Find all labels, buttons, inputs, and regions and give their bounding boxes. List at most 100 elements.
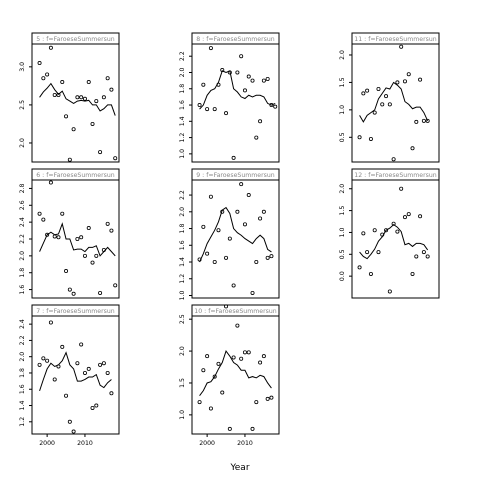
data-point [75, 95, 80, 100]
data-point [105, 76, 110, 81]
data-point [109, 87, 114, 92]
y-tick-label: 1.4 [19, 401, 26, 411]
data-point [67, 419, 72, 424]
data-point [265, 76, 270, 81]
data-point [212, 374, 217, 379]
y-tick-label: 1.4 [179, 257, 186, 267]
y-tick-label: 1.0 [179, 149, 186, 159]
data-point [380, 102, 385, 107]
data-point [242, 350, 247, 355]
data-point [94, 253, 99, 258]
data-point [197, 103, 202, 108]
data-point [372, 110, 377, 115]
data-point [220, 209, 225, 214]
data-point [246, 193, 251, 198]
data-point [45, 72, 50, 77]
data-point [357, 135, 362, 140]
data-point [250, 426, 255, 431]
data-point [79, 342, 84, 347]
data-point [201, 224, 206, 229]
y-tick-label: 2.0 [19, 251, 26, 261]
data-point [105, 370, 110, 375]
data-point [71, 291, 76, 296]
data-point [201, 82, 206, 87]
smooth-line [199, 206, 272, 263]
data-point [265, 255, 270, 260]
y-tick-label: 2.5 [179, 314, 186, 324]
data-point [258, 360, 263, 365]
y-tick-label: 1.0 [179, 291, 186, 301]
y-tick-label: 2.4 [19, 217, 26, 227]
y-tick-label: 2.5 [19, 100, 26, 110]
data-point [48, 320, 53, 325]
data-point [406, 72, 411, 77]
data-point [71, 429, 76, 434]
data-point [67, 157, 72, 162]
data-point [365, 250, 370, 255]
data-point [205, 251, 210, 256]
data-point [208, 46, 213, 51]
data-point [258, 119, 263, 124]
data-point [94, 403, 99, 408]
data-point [410, 146, 415, 151]
data-point [220, 68, 225, 73]
x-tick-label: 2000 [39, 440, 55, 447]
panel-frame [31, 32, 120, 163]
data-point [109, 228, 114, 233]
y-tick-label: 0.5 [339, 132, 346, 142]
data-point [406, 212, 411, 217]
data-point [216, 361, 221, 366]
y-tick-label: 1.2 [179, 133, 186, 143]
data-point [227, 236, 232, 241]
smooth-line [359, 81, 429, 123]
data-point [250, 290, 255, 295]
y-tick-label: 1.5 [179, 378, 186, 388]
panels-group: 5 : f=FaroeseSummersun 2.0 2.5 3.0 8 : f=Far… [19, 32, 440, 447]
y-tick-label: 2.0 [179, 346, 186, 356]
smooth-line [199, 70, 276, 110]
data-point [368, 271, 373, 276]
data-point [391, 221, 396, 226]
data-point [384, 228, 389, 233]
y-tick-label: 2.0 [179, 207, 186, 217]
panel-11: 11 : f=FaroeseSummersun 0.5 1.0 1.5 2.0 [339, 32, 440, 163]
data-point [395, 80, 400, 85]
data-point [208, 406, 213, 411]
panel-frame [191, 304, 280, 435]
y-tick-label: 1.0 [179, 410, 186, 420]
data-point [220, 390, 225, 395]
data-point [269, 254, 274, 259]
data-point [231, 355, 236, 360]
data-point [205, 354, 210, 359]
data-point [227, 70, 232, 75]
y-tick-label: 3.0 [19, 62, 26, 72]
panel-6: 6 : f=FaroeseSummersun 1.6 1.8 2.0 2.2 2.4 2.6… [19, 168, 120, 299]
y-tick-label: 2.2 [179, 51, 186, 61]
data-point [56, 235, 61, 240]
y-tick-label: 1.8 [19, 268, 26, 278]
data-point [48, 180, 53, 185]
data-point [399, 186, 404, 191]
y-tick-label: 1.8 [179, 84, 186, 94]
data-point [421, 118, 426, 123]
data-point [82, 370, 87, 375]
y-tick-label: 2.0 [179, 68, 186, 78]
data-point [113, 156, 118, 161]
panel-strip-label: 11 : f=FaroeseSummersun [354, 36, 436, 43]
data-point [212, 260, 217, 265]
data-point [380, 232, 385, 237]
panel-12: 12 : f=FaroeseSummersun 0.0 0.5 1.0 1.5 2.0 [339, 168, 440, 299]
data-point [205, 107, 210, 112]
data-point [261, 354, 266, 359]
smooth-line [199, 350, 272, 397]
data-point [372, 228, 377, 233]
data-point [368, 136, 373, 141]
data-point [86, 226, 91, 231]
data-point [101, 95, 106, 100]
data-point [52, 234, 57, 239]
panel-9: 9 : f=FaroeseSummersun 1.0 1.2 1.4 1.6 1.8 2.0… [179, 168, 280, 301]
panel-strip-label: 7 : f=FaroeseSummersun [36, 308, 115, 315]
data-point [387, 289, 392, 294]
data-point [239, 54, 244, 59]
data-point [90, 405, 95, 410]
